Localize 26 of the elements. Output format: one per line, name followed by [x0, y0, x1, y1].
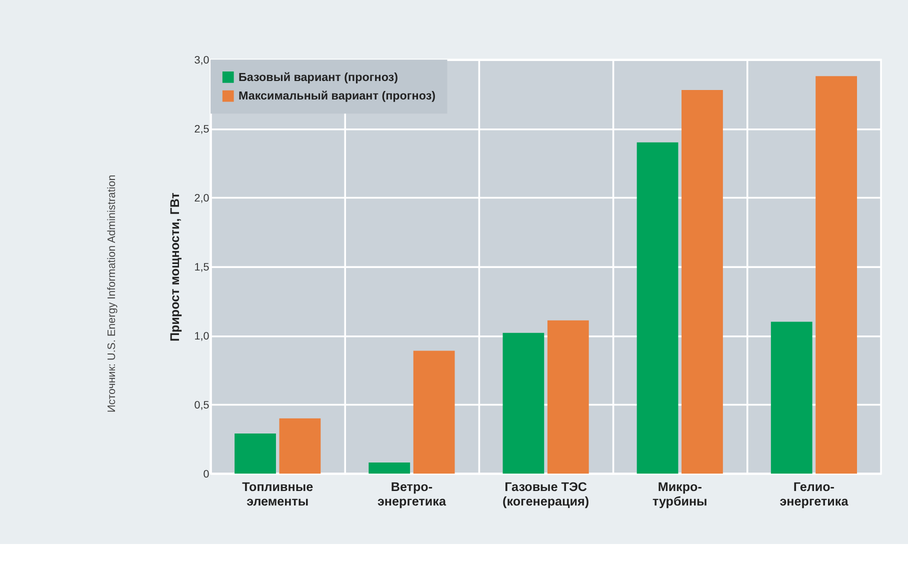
bar [413, 350, 455, 474]
y-tick-label: 1,0 [194, 330, 210, 343]
y-tick-label: 3,0 [194, 54, 210, 67]
legend-label: Базовый вариант (прогноз) [238, 70, 398, 84]
y-tick-label: 2,5 [194, 124, 210, 136]
bar [502, 332, 544, 474]
y-axis-title: Прирост мощности, ГВт [168, 192, 182, 342]
text: Источник: U.S. Energy Information Administration [106, 174, 118, 412]
bar [234, 434, 276, 474]
bar [279, 418, 321, 474]
bar [636, 142, 678, 474]
y-tick-label: 2,0 [194, 192, 210, 205]
bar [368, 462, 410, 474]
bar [816, 76, 858, 474]
x-tick-label: Газовые ТЭС (когенерация) [502, 480, 590, 509]
x-tick-label: Топливные элементы [242, 480, 314, 509]
y-tick-label: 0 [203, 468, 210, 481]
bar [682, 90, 723, 474]
y-tick-label: 0,5 [194, 400, 210, 412]
x-tick-label: Микро- турбины [652, 480, 708, 509]
x-tick-label: Гелио- энергетика [780, 480, 850, 509]
bar [547, 320, 589, 474]
y-tick-label: 1,5 [194, 262, 210, 274]
bar [770, 322, 812, 474]
legend-label: Максимальный вариант (прогноз) [238, 90, 436, 103]
x-tick-label: Ветро- энергетика [377, 480, 447, 509]
